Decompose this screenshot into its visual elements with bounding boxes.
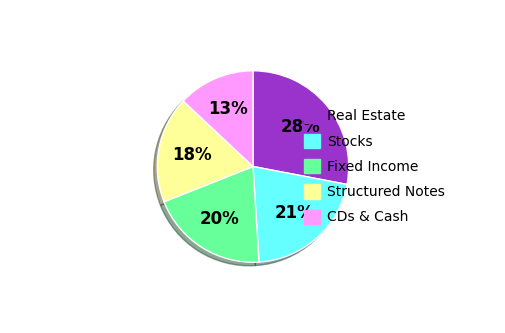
Wedge shape bbox=[164, 166, 259, 262]
Wedge shape bbox=[157, 101, 252, 202]
Wedge shape bbox=[252, 71, 348, 184]
Text: 20%: 20% bbox=[199, 210, 239, 228]
Legend: Real Estate, Stocks, Fixed Income, Structured Notes, CDs & Cash: Real Estate, Stocks, Fixed Income, Struc… bbox=[297, 103, 450, 230]
Wedge shape bbox=[252, 166, 346, 262]
Wedge shape bbox=[183, 71, 252, 166]
Text: 28%: 28% bbox=[280, 118, 320, 136]
Text: 13%: 13% bbox=[208, 100, 247, 119]
Text: 18%: 18% bbox=[172, 146, 211, 164]
Text: 21%: 21% bbox=[274, 204, 314, 222]
